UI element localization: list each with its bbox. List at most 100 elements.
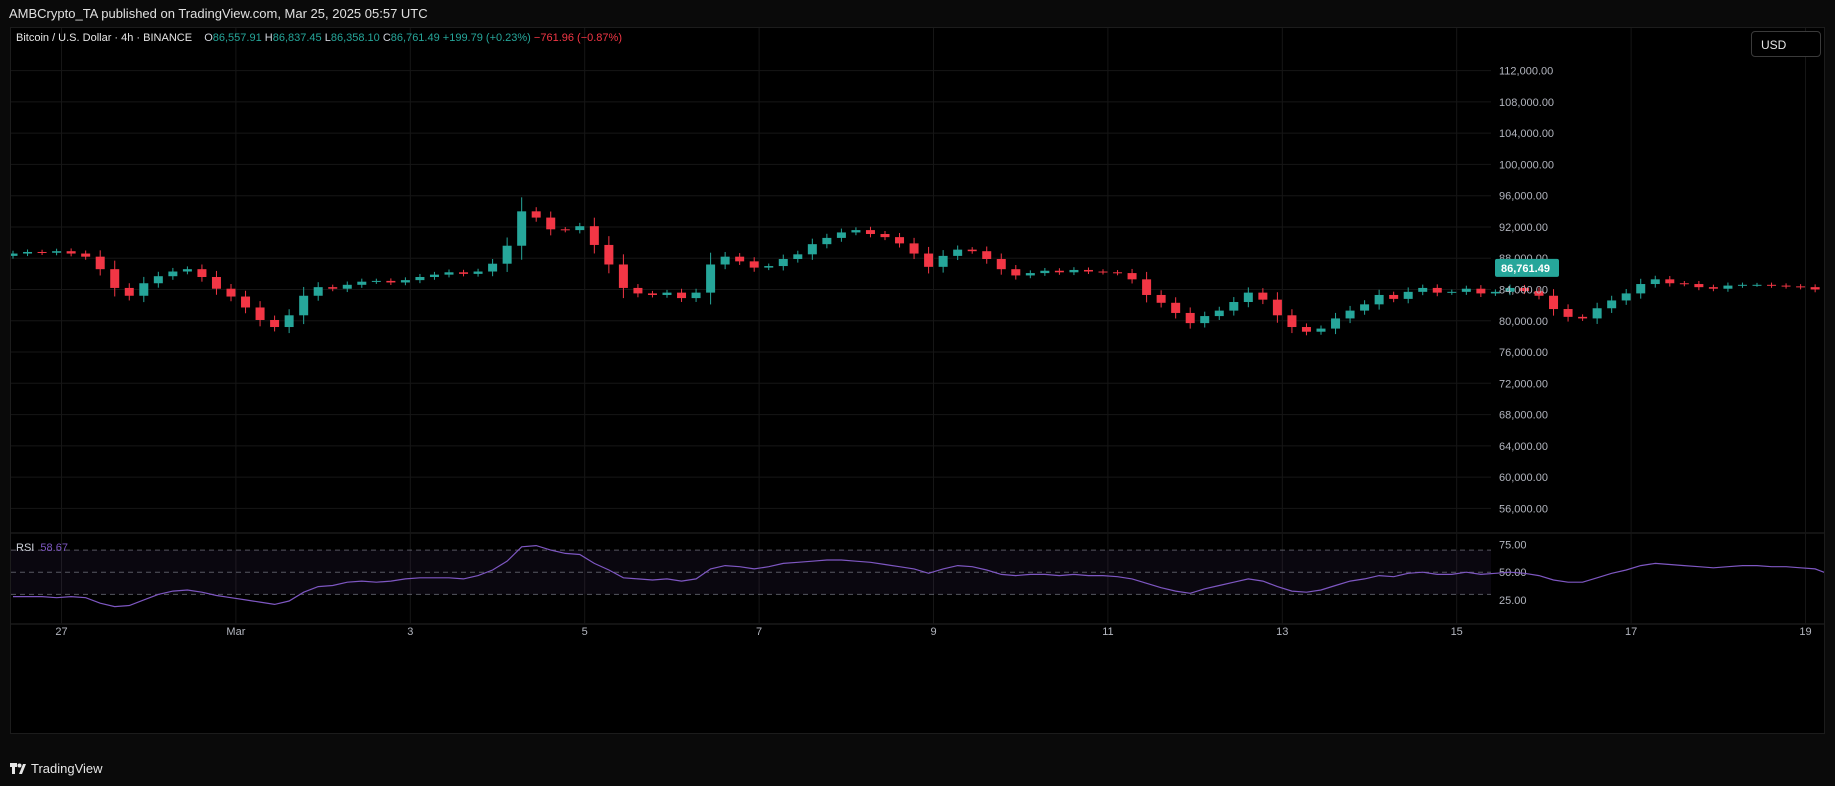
rsi-value: 58.67 <box>40 542 68 554</box>
candle-body <box>371 280 381 282</box>
footer: TradingView <box>0 752 1835 786</box>
candle-body <box>1607 300 1617 309</box>
candle-body <box>197 269 207 277</box>
candle-body <box>1665 279 1675 284</box>
candle-body <box>95 256 105 270</box>
candle-body <box>502 245 512 264</box>
rsi-legend: RSI 58.67 <box>16 542 68 554</box>
candle-body <box>1723 285 1733 289</box>
time-tick-label: 3 <box>407 626 413 638</box>
candle-body <box>124 287 134 296</box>
candle-body <box>1403 291 1413 299</box>
candle-body <box>11 253 18 256</box>
currency-button[interactable]: USD <box>1751 31 1821 57</box>
low-label: L <box>324 32 331 44</box>
time-tick-label: 19 <box>1799 626 1811 638</box>
candle-body <box>778 259 788 267</box>
candle-body <box>1156 294 1166 303</box>
time-tick-label: Mar <box>226 626 245 638</box>
candle-body <box>1432 287 1442 293</box>
candle-body <box>546 217 556 230</box>
candle-body <box>37 251 47 253</box>
price-axis[interactable]: 112,000.00 108,000.00 104,000.00 100,000.00… <box>1499 66 1554 607</box>
rsi-pane <box>11 544 1824 608</box>
candle-body <box>1272 299 1282 316</box>
time-tick-label: 17 <box>1625 626 1637 638</box>
candle-body <box>1519 287 1529 292</box>
candle-body <box>1737 284 1747 286</box>
candle-body <box>1374 294 1384 305</box>
candle-body <box>386 280 396 283</box>
candlestick-chart[interactable]: 112,000.00 108,000.00 104,000.00 100,000.00… <box>11 28 1824 733</box>
ohlc-legend: Bitcoin / U.S. Dollar · 4h · BINANCE O86… <box>16 32 622 44</box>
tradingview-logo[interactable]: TradingView <box>10 752 103 786</box>
chart-frame[interactable]: 112,000.00 108,000.00 104,000.00 100,000.00… <box>10 27 1825 734</box>
candle-body <box>1549 295 1559 310</box>
candle-body <box>81 253 91 257</box>
change-secondary-value: −761.96 (−0.87%) <box>533 32 622 44</box>
candle-body <box>895 237 905 244</box>
price-tick-label: 100,000.00 <box>1499 159 1554 171</box>
candle-body <box>1200 316 1210 324</box>
candle-body <box>1171 302 1181 313</box>
candle-body <box>996 259 1006 270</box>
price-tick-label: 112,000.00 <box>1499 66 1553 78</box>
symbol-title[interactable]: Bitcoin / U.S. Dollar · 4h · BINANCE <box>16 32 193 44</box>
candle-body <box>1069 269 1079 273</box>
price-tick-label: 92,000.00 <box>1499 222 1548 234</box>
candle-body <box>429 274 439 277</box>
candle-body <box>313 287 323 296</box>
candle-body <box>52 251 62 253</box>
high-value: 86,837.45 <box>272 32 322 44</box>
candle-body <box>473 271 483 274</box>
close-label: C <box>382 32 391 44</box>
candle-body <box>1679 283 1689 285</box>
candle-body <box>1113 272 1123 274</box>
candle-body <box>226 288 236 297</box>
candle-body <box>1185 312 1195 324</box>
candle-body <box>691 292 701 299</box>
candle-body <box>342 284 352 289</box>
candle-body <box>1752 284 1762 286</box>
candle-body <box>328 287 338 289</box>
candle-body <box>807 244 817 255</box>
candle-body <box>66 251 76 254</box>
time-tick-label: 13 <box>1276 626 1288 638</box>
candle-body <box>1810 287 1820 290</box>
time-axis[interactable]: 27Mar357911131517192123252729A <box>55 626 1824 638</box>
candle-body <box>1708 287 1718 289</box>
candle-body <box>182 269 192 272</box>
candle-body <box>1360 304 1370 311</box>
tradingview-icon <box>10 763 26 774</box>
candle-body <box>560 229 570 231</box>
candle-body <box>1229 302 1239 311</box>
candle-body <box>1316 328 1326 332</box>
candle-body <box>1505 287 1515 292</box>
candle-body <box>357 281 367 285</box>
candle-body <box>749 261 759 268</box>
candle-body <box>1592 308 1602 319</box>
candle-body <box>1578 316 1588 319</box>
candle-body <box>1287 315 1297 328</box>
candle-body <box>851 230 861 233</box>
candle-body <box>153 276 163 284</box>
candle-body <box>967 249 977 252</box>
candle-body <box>139 283 149 296</box>
time-tick-label: 11 <box>1102 626 1113 638</box>
candle-body <box>677 292 687 299</box>
candle-body <box>764 266 774 268</box>
rsi-tick-label: 75.00 <box>1499 540 1527 552</box>
candle-body <box>1447 291 1457 293</box>
price-candles <box>11 197 1820 336</box>
candle-body <box>1345 310 1355 319</box>
price-tick-label: 104,000.00 <box>1499 128 1554 140</box>
candle-body <box>836 232 846 238</box>
time-tick-label: 5 <box>582 626 588 638</box>
price-tick-label: 72,000.00 <box>1499 378 1548 390</box>
candle-body <box>23 251 33 254</box>
candle-body <box>618 264 628 288</box>
candle-body <box>1025 273 1035 276</box>
price-tick-label: 108,000.00 <box>1499 97 1554 109</box>
price-tick-label: 68,000.00 <box>1499 410 1548 422</box>
candle-body <box>647 293 657 295</box>
